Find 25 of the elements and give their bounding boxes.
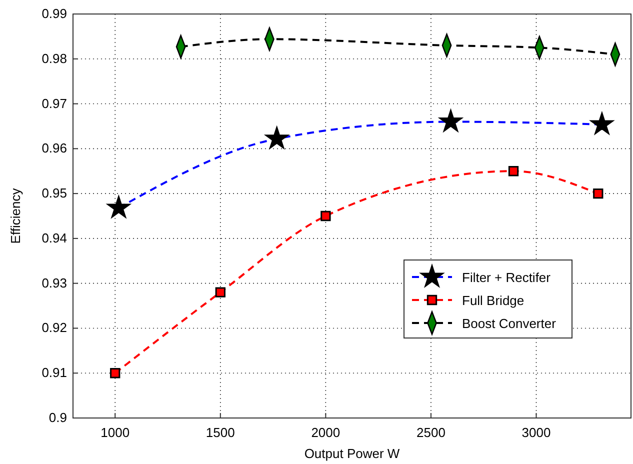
y-tick-label: 0.95 bbox=[42, 186, 67, 201]
x-tick-label: 1500 bbox=[206, 425, 235, 440]
point bbox=[593, 188, 604, 199]
x-axis-title: Output Power W bbox=[304, 446, 400, 461]
y-tick-label: 0.99 bbox=[42, 6, 67, 21]
point bbox=[320, 210, 331, 222]
y-tick-label: 0.94 bbox=[42, 230, 67, 246]
x-tick-label: 3000 bbox=[522, 425, 551, 440]
y-tick-label: 0.91 bbox=[42, 365, 67, 380]
y-tick-label: 0.97 bbox=[42, 96, 67, 111]
x-tick-label: 2000 bbox=[311, 425, 340, 440]
y-tick-label: 0.93 bbox=[42, 275, 67, 290]
y-tick-label: 0.98 bbox=[42, 50, 67, 66]
point bbox=[508, 166, 519, 176]
y-tick-label: 0.96 bbox=[42, 140, 67, 156]
x-tick-label: 1000 bbox=[100, 425, 130, 440]
point bbox=[110, 368, 120, 378]
y-tick-label: 0.92 bbox=[42, 320, 67, 336]
y-axis-title: Efficiency bbox=[8, 188, 23, 244]
point bbox=[215, 287, 226, 298]
x-tick-label: 2500 bbox=[416, 425, 446, 440]
legend-label: Filter + Rectifer bbox=[462, 270, 552, 285]
legend-label: Full Bridge bbox=[462, 293, 524, 308]
legend-label: Boost Converter bbox=[462, 316, 557, 331]
y-tick-label: 0.9 bbox=[48, 410, 67, 425]
